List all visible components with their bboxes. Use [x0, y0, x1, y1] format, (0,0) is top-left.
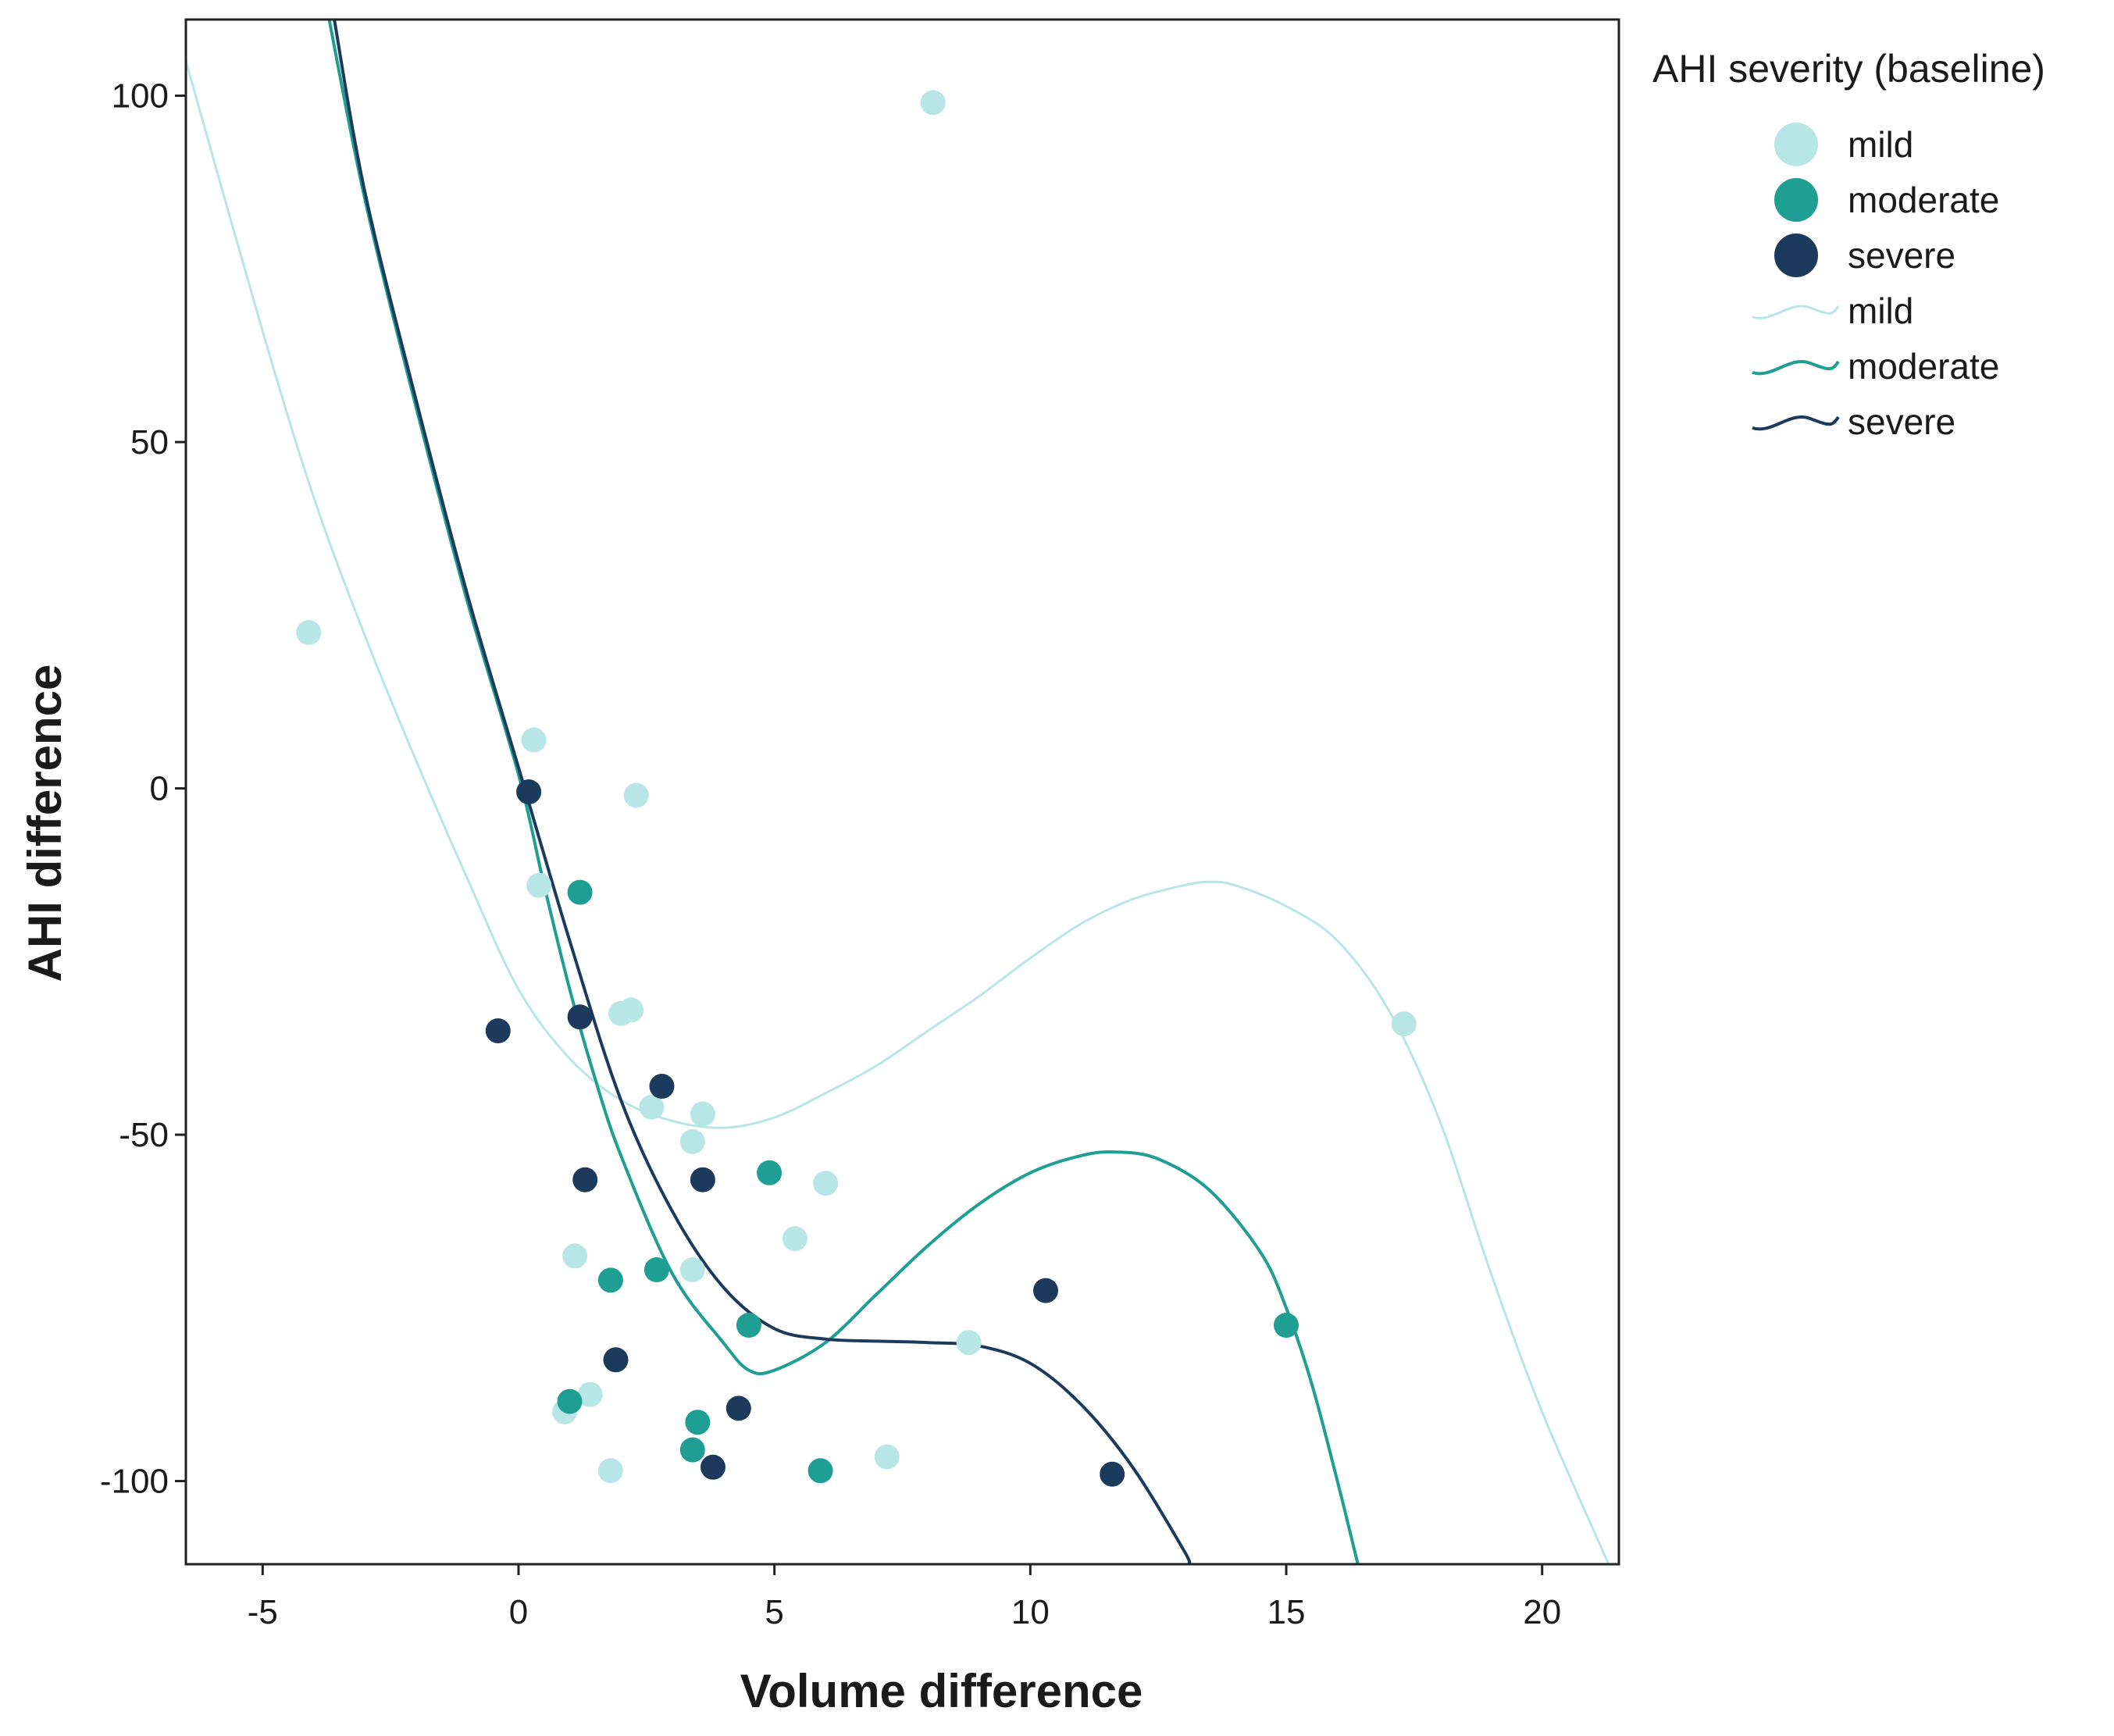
data-point-moderate: [643, 1257, 669, 1282]
y-tick-label: 100: [112, 77, 169, 116]
data-point-severe: [572, 1167, 598, 1192]
data-point-moderate: [1274, 1313, 1299, 1338]
data-point-mild: [813, 1171, 839, 1196]
data-point-mild: [874, 1444, 900, 1470]
data-point-severe: [649, 1074, 675, 1099]
fit-curve-severe: [333, 20, 1192, 1564]
data-point-moderate: [807, 1458, 833, 1484]
data-point-severe: [603, 1347, 629, 1373]
data-point-severe: [690, 1167, 715, 1192]
legend-line-label-moderate: moderate: [1848, 346, 1999, 387]
fit-curve-mild: [186, 60, 1610, 1564]
data-point-mild: [639, 1094, 665, 1120]
legend-marker-moderate: [1774, 178, 1818, 222]
x-tick-label: 10: [1011, 1593, 1050, 1631]
legend-title: AHI severity (baseline): [1652, 47, 2045, 91]
data-point-severe: [1100, 1461, 1125, 1487]
legend-label-mild: mild: [1848, 124, 1913, 165]
data-point-mild: [526, 872, 552, 898]
data-point-severe: [701, 1454, 725, 1480]
y-tick-label: -50: [119, 1116, 169, 1154]
data-point-moderate: [679, 1437, 705, 1463]
data-point-mild: [920, 90, 946, 116]
data-point-mild: [1391, 1011, 1417, 1037]
legend-line-severe: [1752, 415, 1840, 431]
data-point-moderate: [757, 1160, 783, 1185]
x-tick-label: 20: [1523, 1593, 1561, 1631]
data-point-mild: [956, 1330, 982, 1356]
data-point-moderate: [567, 879, 593, 905]
data-point-moderate: [736, 1313, 761, 1338]
legend-line-label-mild: mild: [1848, 291, 1913, 331]
data-point-severe: [1033, 1278, 1058, 1303]
data-point-severe: [516, 779, 542, 804]
y-tick-label: -100: [100, 1463, 169, 1501]
legend: AHI severity (baseline) mild moderate seve…: [1652, 47, 2045, 442]
x-axis-title: Volume difference: [740, 1665, 1143, 1717]
legend-label-moderate: moderate: [1848, 180, 1999, 220]
y-tick-label: 50: [130, 423, 169, 462]
data-point-mild: [679, 1257, 705, 1282]
legend-label-severe: severe: [1848, 235, 1955, 276]
y-tick-label: 0: [150, 770, 169, 808]
x-axis-ticks: -5 0 5 10 15 20: [248, 1564, 1561, 1631]
data-point-severe: [485, 1018, 511, 1043]
data-point-severe: [725, 1396, 751, 1421]
x-tick-label: 15: [1267, 1593, 1306, 1631]
data-point-severe: [567, 1004, 593, 1030]
data-point-mild: [296, 620, 322, 645]
y-axis-title: AHI difference: [19, 665, 71, 982]
data-point-mild: [623, 782, 649, 808]
fit-curve-moderate: [327, 20, 1360, 1564]
data-point-mild: [597, 1458, 623, 1484]
plot-frame: [184, 18, 1620, 1566]
x-tick-label: 0: [509, 1593, 528, 1631]
data-point-mild: [562, 1243, 588, 1269]
data-point-mild: [608, 1000, 634, 1026]
data-point-mild: [679, 1128, 705, 1154]
legend-marker-mild: [1774, 123, 1818, 166]
legend-line-label-severe: severe: [1848, 401, 1955, 442]
legend-line-moderate: [1752, 360, 1840, 376]
legend-marker-severe: [1774, 233, 1818, 277]
data-points-layer: [296, 90, 1417, 1487]
data-point-moderate: [557, 1388, 583, 1414]
y-axis-ticks: 100 50 0 -50 -100: [100, 77, 186, 1501]
fit-curves-layer: [186, 20, 1610, 1564]
data-point-mild: [782, 1226, 807, 1252]
x-tick-label: 5: [765, 1593, 783, 1631]
data-point-moderate: [597, 1267, 623, 1293]
data-point-mild: [690, 1101, 715, 1127]
data-point-moderate: [685, 1410, 711, 1435]
data-point-mild: [521, 727, 547, 753]
legend-line-mild: [1752, 305, 1840, 319]
x-tick-label: -5: [248, 1593, 278, 1631]
data-point-mild: [577, 1381, 603, 1407]
